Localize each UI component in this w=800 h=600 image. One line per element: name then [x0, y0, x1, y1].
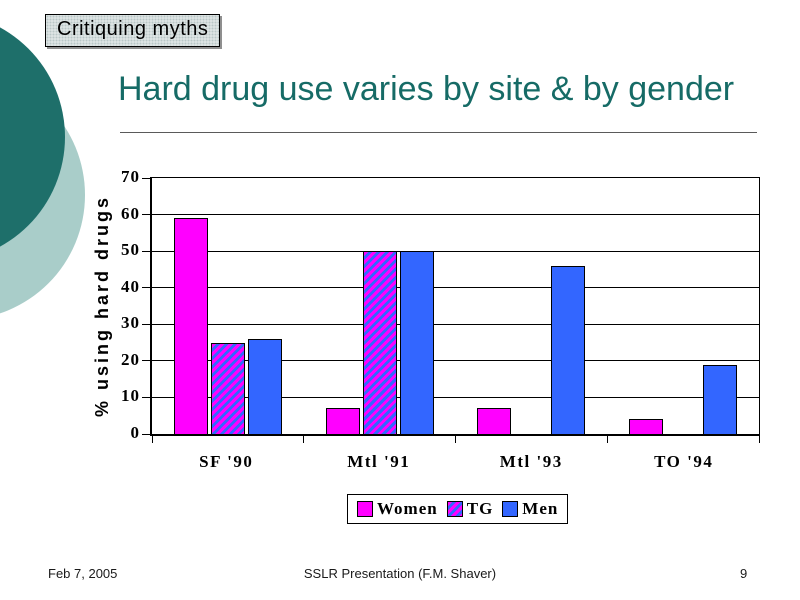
chart-legend: Women TG Men	[347, 494, 569, 524]
bar-men-mtl-93	[551, 265, 586, 434]
legend-swatch-tg	[446, 501, 463, 517]
category-group-mtl-93	[456, 178, 608, 434]
y-axis-tick	[142, 396, 150, 398]
title-divider	[120, 132, 757, 133]
bar-women-mtl-93	[477, 408, 512, 434]
y-axis-tick	[142, 177, 150, 179]
legend-item-men: Men	[502, 499, 558, 519]
legend-label-men: Men	[522, 499, 559, 518]
gridline-20	[152, 360, 759, 362]
x-category-label-to-94: TO '94	[654, 452, 714, 471]
slide-tag-box: Critiquing myths	[45, 14, 221, 47]
bar-tg-sf-90	[210, 342, 245, 434]
y-tick-label-30: 30	[121, 313, 140, 333]
legend-label-women: Women	[377, 499, 438, 518]
category-group-mtl-91	[304, 178, 456, 434]
bar-women-mtl-91	[325, 408, 360, 434]
gridline-40	[152, 287, 759, 289]
footer-date: Feb 7, 2005	[48, 566, 118, 581]
legend-swatch-women	[357, 501, 373, 517]
y-axis-tick	[142, 287, 150, 289]
footer-presentation-title: SSLR Presentation (F.M. Shaver)	[303, 566, 497, 581]
y-axis-tick	[142, 433, 150, 435]
x-axis-tick	[455, 436, 456, 443]
y-tick-label-40: 40	[121, 276, 140, 296]
x-category-label-sf-90: SF '90	[199, 452, 254, 471]
x-category-label-mtl-93: Mtl '93	[499, 452, 563, 471]
bar-women-sf-90	[173, 218, 208, 434]
x-axis-tick	[758, 436, 760, 443]
y-axis-tick-labels: 0 10 20 30 40 50 60 70	[95, 167, 140, 442]
bar-men-mtl-91	[399, 251, 434, 434]
category-group-to-94	[607, 178, 759, 434]
y-tick-label-10: 10	[121, 386, 140, 406]
gridline-50	[152, 250, 759, 252]
bar-men-sf-90	[247, 338, 282, 434]
legend-label-tg: TG	[466, 499, 494, 518]
y-axis-tick	[142, 250, 150, 252]
gridline-60	[152, 214, 759, 216]
x-axis-category-labels: SF '90 Mtl '91 Mtl '93 TO '94	[150, 452, 760, 472]
y-tick-label-0: 0	[130, 423, 140, 442]
bar-tg-mtl-91	[362, 251, 397, 434]
slide-tag-label: Critiquing myths	[57, 18, 209, 40]
x-axis-tick	[606, 436, 608, 443]
x-category-label-mtl-91: Mtl '91	[347, 452, 411, 471]
y-tick-label-50: 50	[121, 240, 140, 260]
x-axis-tick	[303, 436, 305, 443]
footer-page-number: 9	[740, 566, 748, 581]
bar-men-to-94	[703, 364, 738, 434]
category-group-sf-90	[152, 178, 304, 434]
gridline-30	[152, 323, 759, 325]
slide-title: Hard drug use varies by site & by gender	[118, 70, 735, 108]
y-tick-label-20: 20	[121, 349, 140, 369]
y-axis-tick	[142, 214, 150, 216]
gridline-10	[152, 396, 759, 398]
y-tick-label-70: 70	[121, 167, 140, 186]
y-tick-label-60: 60	[121, 203, 140, 223]
bar-women-to-94	[629, 419, 664, 434]
legend-item-tg: TG	[446, 499, 494, 519]
legend-item-women: Women	[357, 499, 438, 519]
y-axis-tick	[142, 360, 150, 362]
y-axis-tick	[142, 323, 150, 325]
x-axis-tick	[151, 436, 153, 443]
plot-area	[142, 177, 760, 443]
legend-swatch-men	[502, 501, 519, 517]
